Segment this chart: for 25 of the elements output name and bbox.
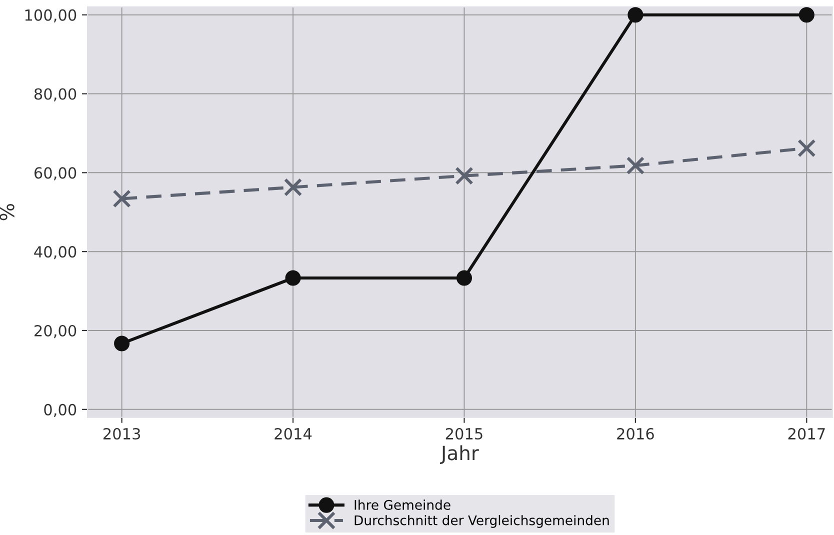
x-axis-title: Jahr (440, 445, 479, 464)
point (112, 190, 131, 208)
point (797, 139, 816, 158)
point (285, 270, 301, 286)
point (114, 336, 130, 352)
x-tick-label: 2014 (274, 428, 312, 440)
x-tick-label: 2017 (788, 428, 825, 440)
point (284, 178, 302, 196)
point (628, 7, 644, 23)
y-tick-label: 60,00 (34, 167, 76, 180)
y-axis-title: % (0, 204, 14, 220)
x-tick-label: 2015 (446, 428, 482, 440)
y-tick-label: 100,00 (25, 9, 76, 22)
y-tick-label: 0,00 (44, 404, 76, 417)
legend-label: Ihre Gemeinde (354, 500, 450, 510)
y-tick-label: 20,00 (34, 324, 76, 338)
y-tick-label: 80,00 (34, 88, 76, 102)
point (456, 270, 472, 286)
x-tick-label: 2016 (617, 428, 654, 440)
point (798, 7, 814, 23)
point (626, 156, 645, 175)
x-tick-label: 2013 (103, 428, 140, 440)
legend-label: Durchschnitt der Vergleichsgemeinden (354, 515, 609, 528)
point (455, 166, 474, 185)
y-tick-label: 40,00 (34, 246, 76, 260)
